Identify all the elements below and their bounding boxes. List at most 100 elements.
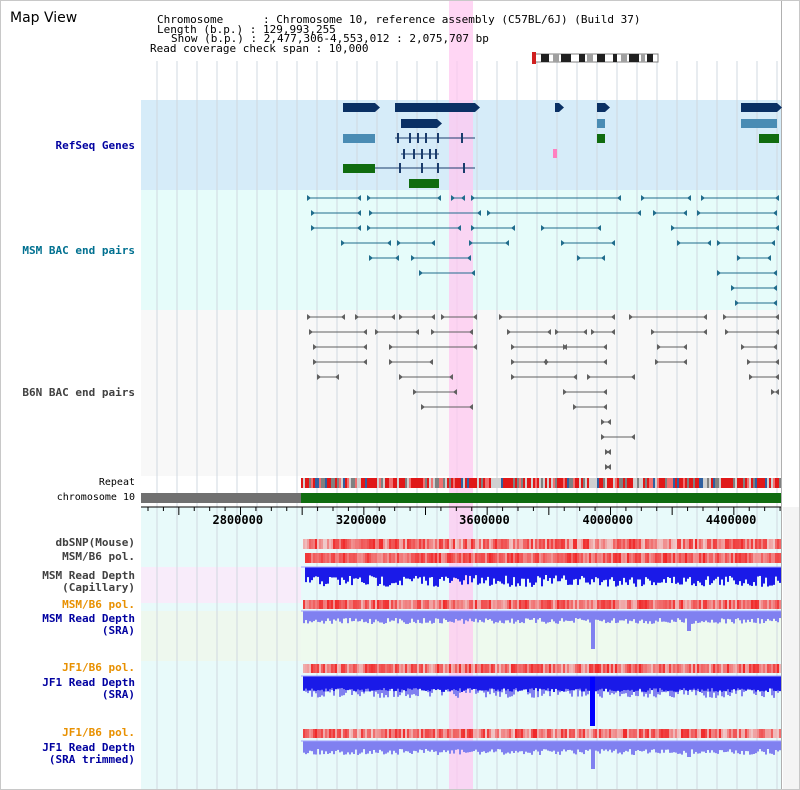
dbsnp-density-cell	[603, 539, 605, 549]
msm-b6-pol-cell	[541, 553, 543, 563]
msm-capillary-depth-bar	[595, 567, 597, 578]
dbsnp-density-cell	[483, 539, 485, 549]
jf1-b6-pol-cell	[515, 664, 517, 673]
b6n-bac-pair-end	[563, 344, 567, 350]
jf1-b6-pol-cell	[589, 729, 591, 738]
msm-sra-depth-bar	[761, 611, 763, 620]
msm-sra-depth-bar	[633, 611, 635, 620]
msm-sra-depth-bar	[345, 611, 347, 619]
jf1-sra-depth-core	[667, 676, 669, 692]
msm-capillary-depth-bar	[515, 567, 517, 587]
msm-b6-pol-cell	[543, 553, 545, 563]
jf1-sra-depth-core	[633, 676, 635, 692]
msm-sra-depth-bar	[423, 611, 425, 619]
jf1-b6-pol-cell	[779, 729, 781, 738]
repeat-element	[765, 478, 767, 488]
msm-capillary-depth-bar	[399, 567, 401, 581]
jf1-trimmed-depth-bar	[509, 741, 511, 754]
jf1-read-depth-trimmed-label[interactable]: JF1 Read Depth	[42, 741, 135, 754]
repeat-element	[437, 478, 439, 488]
jf1-b6-pol-cell	[617, 664, 619, 673]
msm-b6-pol-cell	[739, 553, 741, 563]
msm-sra-depth-bar	[529, 611, 531, 620]
jf1-sra-depth-core	[539, 676, 541, 689]
jf1-b6-pol-cell	[641, 664, 643, 673]
msm-b6-pol-cell	[447, 600, 449, 609]
dbsnp-density-cell	[677, 539, 679, 549]
repeat-element	[741, 478, 743, 488]
jf1-sra-depth-core	[435, 676, 437, 691]
b6n-bac-label[interactable]: B6N BAC end pairs	[22, 386, 135, 399]
jf1-sra-depth-core	[511, 676, 513, 692]
refseq-genes-label[interactable]: RefSeq Genes	[55, 139, 135, 152]
jf1-b6-pol-cell	[451, 729, 453, 738]
msm-b6-pol-label-1[interactable]: MSM/B6 pol.	[62, 550, 135, 563]
msm-b6-pol-cell	[575, 600, 577, 609]
jf1-b6-pol-cell	[355, 664, 357, 673]
b6n-bac-pair-end	[591, 329, 595, 335]
jf1-b6-pol-cell	[517, 664, 519, 673]
jf1-b6-pol-cell	[761, 729, 763, 738]
jf1-sra-depth-core	[391, 676, 393, 689]
jf1-b6-pol-cell	[369, 729, 371, 738]
msm-capillary-depth-bar	[429, 567, 431, 578]
jf1-b6-pol-label-1[interactable]: JF1/B6 pol.	[62, 661, 135, 674]
msm-sra-depth-bar	[477, 611, 479, 623]
msm-b6-pol-cell	[675, 600, 677, 609]
jf1-b6-pol-cell	[499, 729, 501, 738]
jf1-trimmed-depth-bar	[547, 741, 549, 751]
jf1-b6-pol-cell	[681, 664, 683, 673]
msm-b6-pol-cell	[705, 600, 707, 609]
jf1-read-depth-sra-label[interactable]: JF1 Read Depth	[42, 676, 135, 689]
msm-b6-pol-cell	[529, 600, 531, 609]
jf1-trimmed-depth-bar	[513, 741, 515, 753]
dbsnp-density-cell	[441, 539, 443, 549]
jf1-b6-pol-cell	[545, 664, 547, 673]
jf1-sra-depth-core	[335, 676, 337, 690]
jf1-b6-pol-cell	[769, 664, 771, 673]
msm-b6-pol-cell	[421, 553, 423, 563]
msm-sra-depth-bar	[357, 611, 359, 622]
jf1-b6-pol-cell	[527, 729, 529, 738]
repeat-element	[505, 478, 507, 488]
jf1-trimmed-depth-bar	[457, 741, 459, 750]
msm-b6-pol-cell	[735, 553, 737, 563]
msm-capillary-depth-bar	[641, 567, 643, 587]
jf1-trimmed-depth-bar	[715, 741, 717, 754]
jf1-b6-pol-cell	[645, 664, 647, 673]
jf1-sra-depth-core	[487, 676, 489, 691]
msm-b6-pol-cell	[383, 600, 385, 609]
msm-capillary-depth-bar	[769, 567, 771, 586]
jf1-b6-pol-cell	[457, 729, 459, 738]
jf1-b6-pol-cell	[655, 729, 657, 738]
jf1-b6-pol-cell	[609, 729, 611, 738]
dbsnp-density-cell	[535, 539, 537, 549]
dbsnp-label[interactable]: dbSNP(Mouse)	[55, 536, 135, 549]
jf1-trimmed-depth-bar	[559, 741, 561, 755]
msm-read-depth-cap-label[interactable]: MSM Read Depth	[42, 569, 135, 582]
msm-b6-pol-label-2[interactable]: MSM/B6 pol.	[62, 598, 135, 611]
msm-bac-label[interactable]: MSM BAC end pairs	[22, 244, 135, 257]
msm-capillary-depth-bar	[699, 567, 701, 583]
msm-b6-pol-cell	[693, 600, 695, 609]
vertical-scrollbar[interactable]	[783, 507, 799, 789]
jf1-b6-pol-cell	[465, 664, 467, 673]
jf1-sra-depth-core	[521, 676, 523, 691]
dbsnp-density-cell	[435, 539, 437, 549]
repeat-element	[713, 478, 715, 488]
jf1-trimmed-depth-bar	[381, 741, 383, 752]
jf1-b6-pol-cell	[329, 729, 331, 738]
msm-b6-pol-cell	[737, 600, 739, 609]
repeat-element	[535, 478, 537, 488]
b6n-bac-pair-end	[473, 344, 477, 350]
jf1-b6-pol-label-2[interactable]: JF1/B6 pol.	[62, 726, 135, 739]
msm-b6-pol-cell	[581, 600, 583, 609]
repeat-element	[573, 478, 575, 488]
msm-read-depth-sra-label[interactable]: MSM Read Depth	[42, 612, 135, 625]
repeat-element	[339, 478, 341, 488]
repeat-element	[333, 478, 335, 488]
msm-b6-pol-cell	[445, 600, 447, 609]
msm-sra-depth-bar	[605, 611, 607, 624]
msm-sra-depth-bar	[475, 611, 477, 619]
